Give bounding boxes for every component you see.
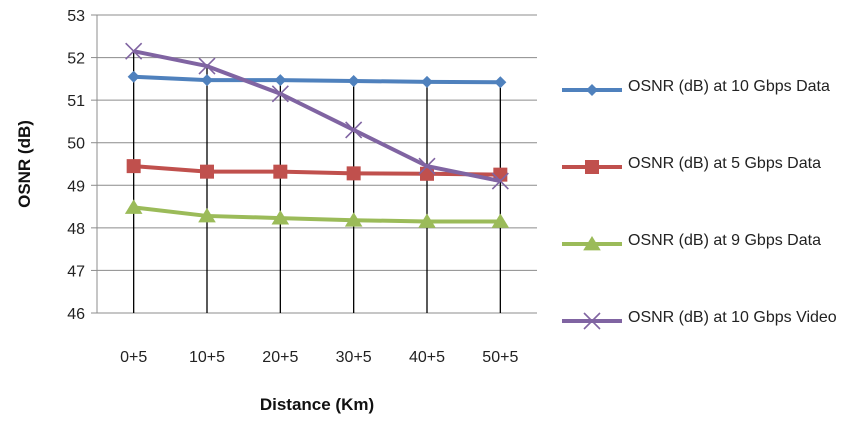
legend: OSNR (dB) at 10 Gbps Data OSNR (dB) at 5… — [560, 70, 840, 378]
legend-item: OSNR (dB) at 10 Gbps Data — [560, 70, 840, 147]
series-line — [133, 164, 501, 177]
data-point — [125, 42, 143, 60]
legend-label: OSNR (dB) at 10 Gbps Data — [628, 78, 830, 95]
series-line — [133, 205, 501, 224]
x-tick-label: 30+5 — [336, 349, 372, 366]
data-point-stroke — [198, 57, 216, 75]
x-axis-title: Distance (Km) — [260, 395, 374, 414]
x-tick-label: 10+5 — [189, 349, 225, 366]
legend-item: OSNR (dB) at 5 Gbps Data — [560, 147, 840, 224]
data-point — [126, 159, 141, 174]
data-point — [127, 70, 140, 83]
data-point — [271, 85, 289, 103]
data-point-stroke — [125, 42, 143, 60]
series-line — [133, 49, 501, 183]
data-point — [491, 172, 509, 190]
y-axis-title: OSNR (dB) — [15, 120, 34, 208]
legend-label: OSNR (dB) at 10 Gbps Video — [628, 309, 837, 326]
legend-swatch — [562, 84, 622, 96]
data-point — [583, 236, 601, 251]
legend-swatch — [562, 236, 622, 251]
legend-swatch — [562, 160, 622, 174]
data-point-stroke — [345, 121, 363, 139]
x-tick-label: 40+5 — [409, 349, 445, 366]
data-point — [344, 212, 363, 227]
data-point — [418, 157, 436, 175]
data-point — [583, 312, 601, 330]
data-point-stroke — [271, 85, 289, 103]
y-tick-label: 52 — [67, 51, 85, 68]
data-point-stroke — [491, 172, 509, 190]
y-tick-label: 46 — [67, 306, 85, 323]
y-tick-label: 47 — [67, 263, 85, 280]
data-point — [418, 213, 436, 228]
data-point — [345, 121, 363, 139]
data-point — [200, 164, 214, 179]
data-point — [273, 164, 288, 179]
data-point — [347, 74, 360, 87]
x-tick-label: 20+5 — [262, 349, 298, 366]
legend-item: OSNR (dB) at 9 Gbps Data — [560, 224, 840, 301]
y-tick-label: 49 — [67, 178, 85, 195]
legend-item: OSNR (dB) at 10 Gbps Video — [560, 301, 840, 378]
data-point — [271, 210, 290, 225]
data-point-stroke — [583, 312, 601, 330]
data-point — [494, 76, 507, 89]
data-point — [201, 74, 213, 87]
data-point — [421, 75, 433, 88]
x-tick-label: 50+5 — [482, 349, 518, 366]
data-point — [585, 160, 599, 174]
legend-label: OSNR (dB) at 9 Gbps Data — [628, 232, 821, 249]
series-line — [133, 74, 501, 85]
data-point — [491, 213, 510, 228]
data-point — [124, 199, 143, 214]
data-point — [346, 166, 361, 181]
data-point — [198, 207, 216, 223]
y-tick-label: 53 — [67, 8, 85, 25]
legend-label: OSNR (dB) at 5 Gbps Data — [628, 155, 821, 172]
legend-swatch — [562, 312, 622, 330]
data-point — [586, 84, 598, 96]
data-point — [198, 57, 216, 75]
y-tick-label: 50 — [67, 136, 85, 153]
data-point-stroke — [418, 157, 436, 175]
x-tick-label: 0+5 — [120, 349, 147, 366]
y-tick-label: 51 — [67, 93, 85, 110]
y-tick-label: 48 — [67, 221, 85, 238]
data-point — [274, 74, 287, 87]
